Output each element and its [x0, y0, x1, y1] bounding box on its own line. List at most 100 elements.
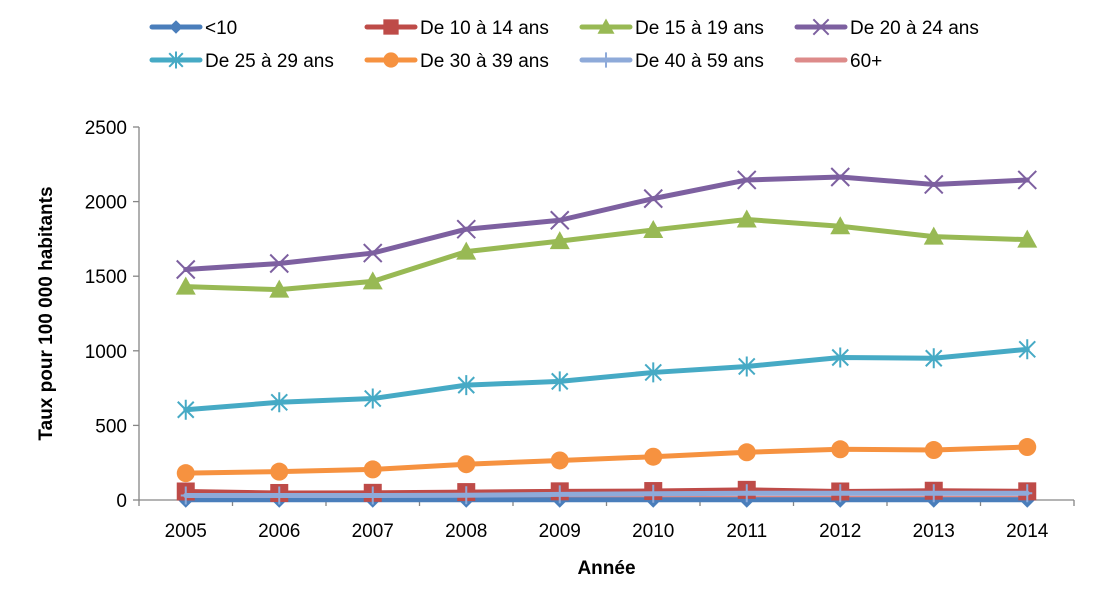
data-point-circle: [176, 464, 195, 483]
data-point-asterisk: [177, 399, 195, 420]
data-point-plus: [1022, 484, 1033, 503]
x-tick-label: 2011: [726, 521, 767, 542]
y-axis-ticks: 0 500 1000 1500 2000 2500: [85, 118, 139, 512]
data-point-circle: [924, 441, 943, 460]
series-line: [183, 174, 1030, 272]
data-point-plus: [928, 484, 939, 503]
data-point-x: [643, 188, 663, 209]
data-point-x: [176, 259, 196, 280]
legend-item-de-20-a-24-ans: De 20 à 24 ans: [794, 18, 979, 39]
data-point-x: [737, 170, 757, 190]
legend-label: 60+: [850, 51, 882, 72]
series-line: [183, 444, 1030, 476]
data-point-plus: [648, 484, 659, 503]
y-tick-label: 2000: [85, 193, 127, 214]
data-point-asterisk: [551, 371, 569, 392]
data-point-triangle: [830, 216, 851, 235]
legend-label: De 40 à 59 ans: [635, 51, 764, 72]
x-tick-label: 2014: [1006, 521, 1049, 542]
legend-label: De 20 à 24 ans: [850, 18, 979, 39]
x-axis-ticks: 2005 2006 2007 2008 2009 2010 2011 2012 2013 2014: [138, 500, 1075, 542]
data-point-circle: [831, 440, 850, 459]
series-line: [183, 346, 1030, 413]
legend-label: De 30 à 39 ans: [420, 51, 549, 72]
data-point-x: [550, 210, 570, 230]
series-de-20-a-24-ans: [176, 167, 1037, 280]
y-tick-label: 2500: [85, 118, 127, 139]
series-line: [183, 217, 1030, 293]
data-point-plus: [741, 484, 752, 503]
data-point-circle: [363, 460, 382, 479]
data-point-circle: [1018, 438, 1037, 457]
data-point-asterisk: [457, 375, 475, 396]
x-tick-label: 2007: [352, 521, 394, 542]
data-point-triangle: [923, 226, 944, 245]
y-tick-label: 500: [95, 416, 127, 437]
legend-label: <10: [205, 18, 237, 39]
data-point-asterisk: [831, 347, 849, 368]
x-tick-label: 2006: [258, 521, 300, 542]
data-point-triangle: [736, 209, 757, 228]
x-tick-label: 2012: [819, 521, 861, 542]
data-point-triangle: [1017, 229, 1038, 248]
x-tick-label: 2008: [445, 521, 487, 542]
data-point-asterisk: [925, 348, 943, 369]
data-point-asterisk: [270, 392, 288, 413]
series-de-30-a-39-ans: [176, 438, 1037, 483]
data-point-circle: [270, 462, 289, 481]
y-tick-label: 1000: [85, 342, 127, 363]
legend-item-de-30-a-39-ans: De 30 à 39 ans: [364, 51, 549, 72]
data-point-plus: [274, 486, 285, 505]
series-line: [183, 490, 1030, 499]
series-de-25-a-29-ans: [177, 339, 1036, 420]
data-point-circle: [383, 52, 399, 68]
x-axis-title: Année: [577, 558, 635, 579]
data-point-plus: [461, 486, 472, 505]
legend-label: De 15 à 19 ans: [635, 18, 764, 39]
data-point-triangle: [362, 271, 383, 290]
data-point-asterisk: [364, 388, 382, 409]
y-axis-title: Taux pour 100 000 habitants: [36, 186, 57, 440]
series-de-15-a-19-ans: [175, 209, 1038, 298]
data-point-circle: [644, 447, 663, 466]
data-point-asterisk: [644, 362, 662, 383]
data-point-plus: [835, 484, 846, 503]
x-tick-label: 2010: [632, 521, 674, 542]
data-point-triangle: [549, 231, 570, 250]
data-point-triangle: [643, 219, 664, 238]
legend-item-10: <10: [149, 18, 237, 39]
data-point-square: [383, 19, 399, 35]
data-point-circle: [457, 455, 476, 474]
legend-label: De 10 à 14 ans: [420, 18, 549, 39]
data-point-triangle: [175, 276, 196, 295]
x-tick-label: 2005: [165, 521, 207, 542]
legend-item-de-15-a-19-ans: De 15 à 19 ans: [579, 18, 764, 39]
data-point-asterisk: [738, 356, 756, 377]
legend-item-de-40-a-59-ans: De 40 à 59 ans: [579, 51, 764, 72]
data-point-triangle: [269, 279, 290, 298]
data-point-asterisk: [1018, 339, 1036, 360]
data-point-x: [456, 219, 476, 239]
series-de-40-a-59-ans: [180, 484, 1033, 505]
y-tick-label: 1500: [85, 267, 127, 288]
data-point-x: [924, 174, 944, 195]
legend-item-de-25-a-29-ans: De 25 à 29 ans: [149, 51, 334, 72]
data-point-diamond: [169, 20, 183, 34]
data-point-asterisk: [168, 51, 184, 69]
y-tick-label: 0: [116, 491, 127, 512]
x-tick-label: 2013: [913, 521, 955, 542]
data-point-x: [830, 167, 850, 187]
data-point-x: [363, 243, 383, 263]
series-layer: [175, 167, 1038, 508]
legend-item-60: 60+: [794, 51, 882, 72]
data-point-plus: [554, 485, 565, 504]
legend-item-de-10-a-14-ans: De 10 à 14 ans: [364, 18, 549, 39]
data-point-plus: [180, 486, 191, 505]
legend: <10 De 10 à 14 ans De 15 à 19 ans De 20 à 2…: [149, 18, 979, 72]
x-tick-label: 2009: [539, 521, 581, 542]
legend-label: De 25 à 29 ans: [205, 51, 334, 72]
data-point-triangle: [456, 241, 477, 260]
data-point-triangle: [597, 18, 615, 34]
